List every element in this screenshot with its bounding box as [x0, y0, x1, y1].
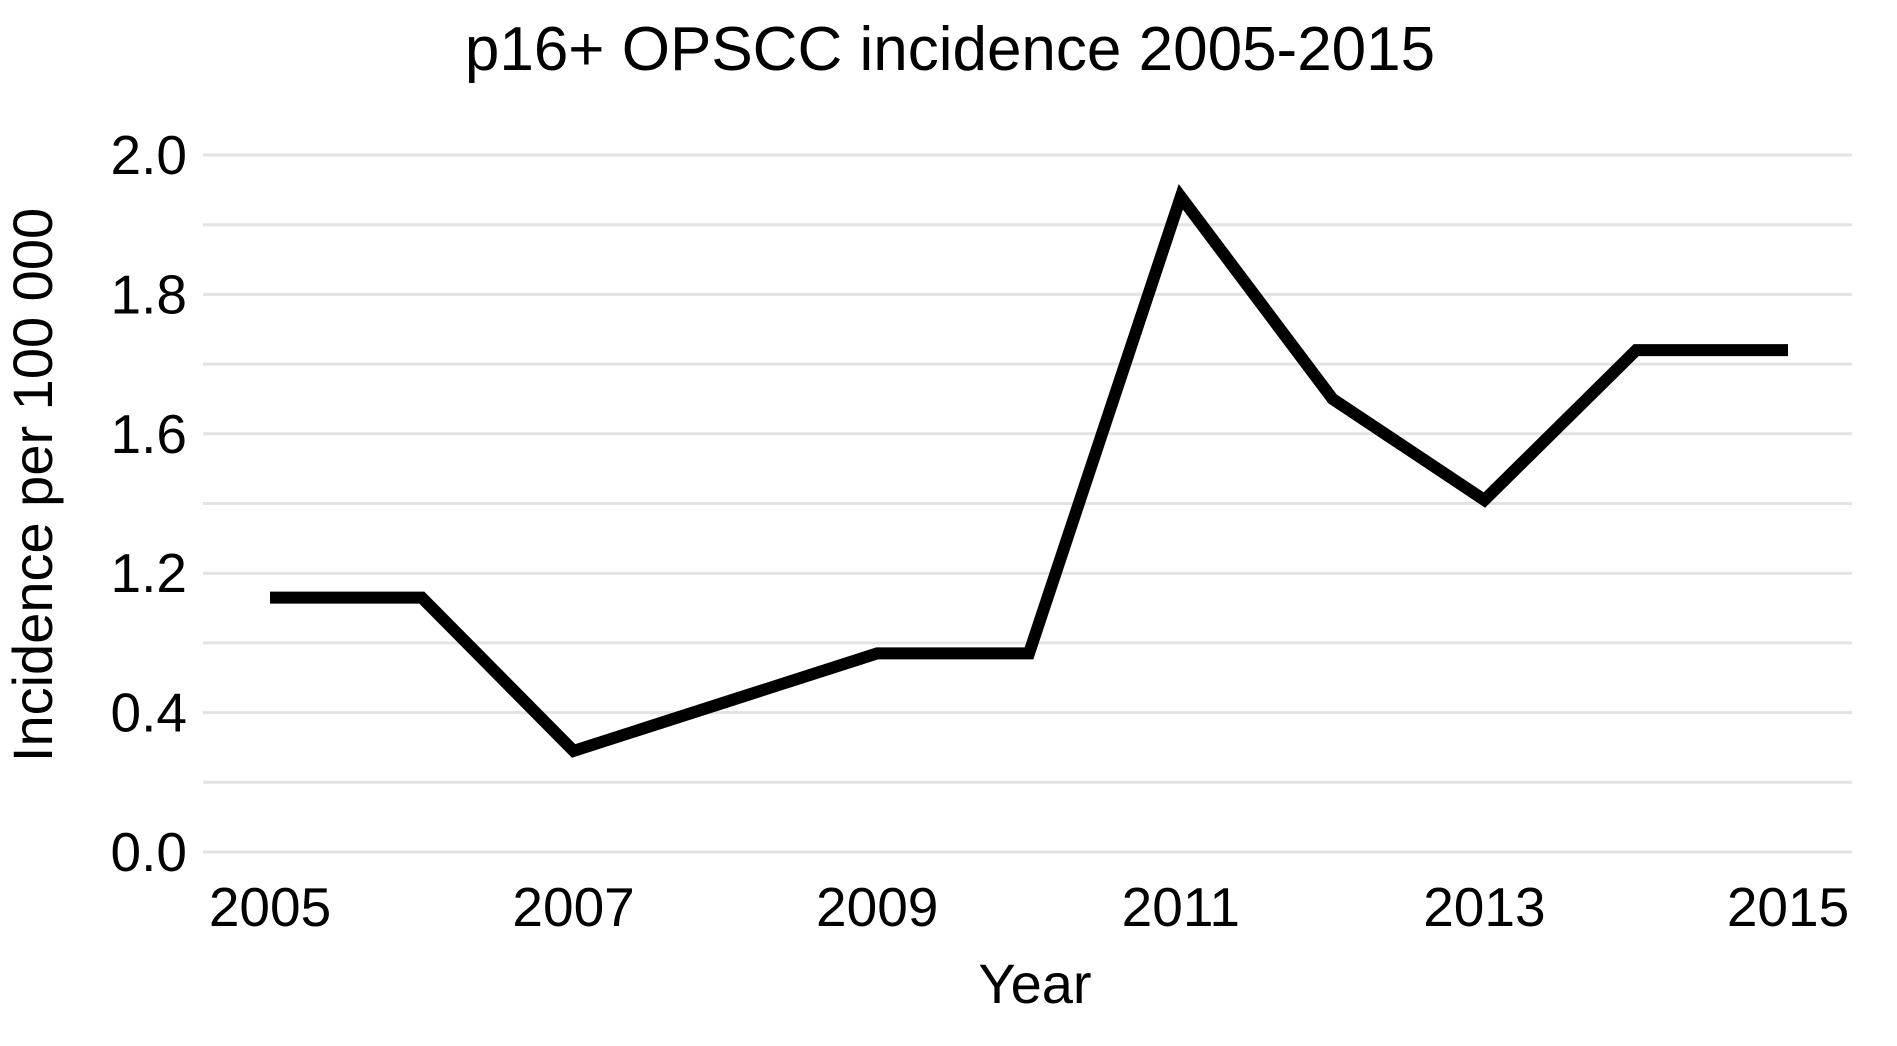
x-axis-title: Year	[978, 952, 1091, 1015]
incidence-line	[270, 184, 1788, 758]
gridlines-group	[203, 153, 1852, 854]
data-series-group	[270, 184, 1788, 758]
x-tick-label: 2013	[1423, 876, 1545, 938]
y-tick-label: 0.0	[111, 821, 187, 883]
y-tick-label: 0.4	[111, 682, 187, 744]
y-tick-label: 2.0	[111, 124, 187, 186]
x-tick-label: 2005	[209, 876, 331, 938]
x-tick-labels-group: 2005 2007 2009 2011 2013 2015	[209, 876, 1849, 938]
x-tick-label: 2007	[512, 876, 634, 938]
x-tick-label: 2015	[1727, 876, 1849, 938]
y-tick-labels-group: 2.0 1.8 1.6 1.2 0.4 0.0	[111, 124, 187, 883]
y-axis-title: Incidence per 100 000	[1, 208, 64, 762]
y-tick-label: 1.8	[111, 263, 187, 325]
y-tick-label: 1.2	[111, 542, 187, 604]
x-tick-label: 2011	[1122, 876, 1240, 938]
y-tick-label: 1.6	[111, 403, 187, 465]
x-tick-label: 2009	[816, 876, 938, 938]
chart-title: p16+ OPSCC incidence 2005-2015	[465, 15, 1435, 84]
